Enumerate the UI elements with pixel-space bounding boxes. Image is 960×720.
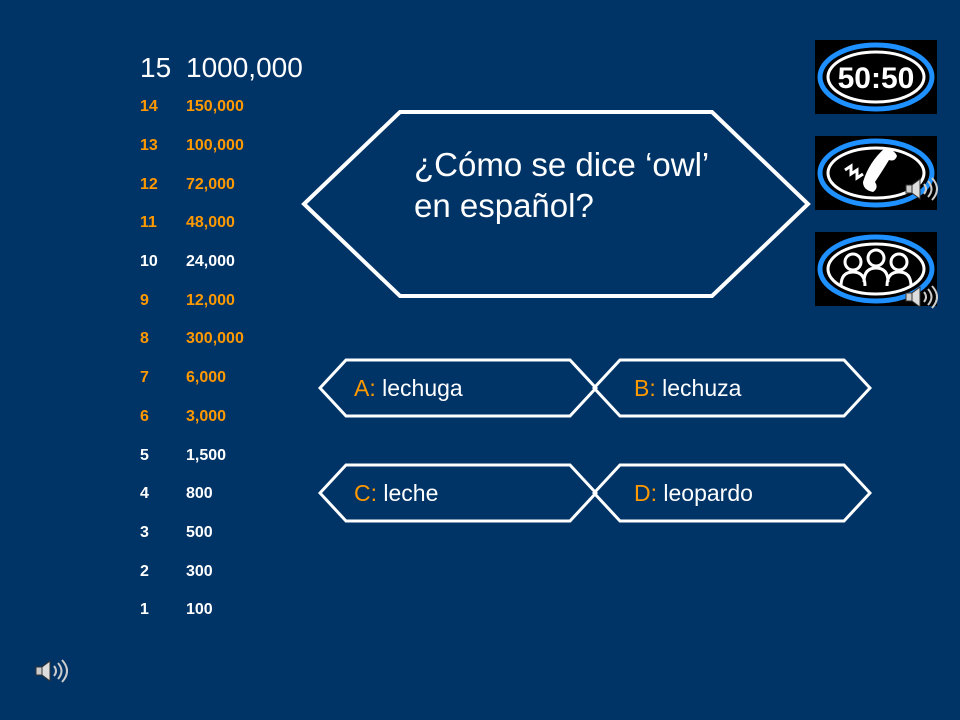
answer-d-letter: D:	[634, 480, 657, 506]
ladder-amount: 300,000	[186, 330, 244, 348]
ladder-amount: 800	[186, 485, 213, 503]
ladder-number: 11	[140, 214, 157, 232]
ladder-amount: 6,000	[186, 369, 227, 387]
ladder-amount: 100,000	[186, 137, 244, 155]
answer-d-button[interactable]: D: leopardo	[592, 463, 872, 523]
answer-c-button[interactable]: C: leche	[318, 463, 598, 523]
speaker-icon	[905, 177, 938, 201]
ladder-row-8: 8 300,000	[140, 320, 340, 359]
question-text: ¿Cómo se dice ‘owl’ en español?	[414, 146, 709, 224]
ladder-row-2: 2 300	[140, 552, 340, 591]
ladder-amount: 300	[186, 562, 213, 580]
ladder-row-6: 6 3,000	[140, 398, 340, 437]
ladder-amount: 150,000	[186, 98, 244, 116]
ladder-number: 13	[140, 137, 158, 155]
answer-d-text: leopardo	[657, 480, 753, 506]
answer-a-label: A: lechuga	[354, 375, 463, 402]
question-hexagon	[301, 110, 811, 298]
answer-a-text: lechuga	[375, 375, 463, 401]
theme-sound-button[interactable]	[34, 658, 68, 689]
ladder-amount: 72,000	[186, 175, 235, 193]
answer-c-label: C: leche	[354, 480, 438, 507]
answer-c-text: leche	[377, 480, 439, 506]
ladder-row-9: 9 12,000	[140, 281, 340, 320]
ladder-row-15: 15 1000,000	[140, 48, 340, 88]
answer-d-label: D: leopardo	[634, 480, 753, 507]
answer-b-label: B: lechuza	[634, 375, 741, 402]
ladder-number: 8	[140, 330, 149, 348]
answer-b-letter: B:	[634, 375, 656, 401]
ladder-row-10: 10 24,000	[140, 243, 340, 282]
ladder-amount: 48,000	[186, 214, 235, 232]
ladder-number: 7	[140, 369, 149, 387]
ladder-number: 15	[140, 52, 172, 83]
answer-a-button[interactable]: A: lechuga	[318, 358, 598, 418]
ladder-number: 6	[140, 407, 149, 425]
ladder-row-3: 3 500	[140, 514, 340, 553]
ladder-amount: 12,000	[186, 291, 235, 309]
ladder-number: 9	[140, 291, 149, 309]
ladder-amount: 24,000	[186, 253, 235, 271]
fifty-fifty-icon: 50:50	[817, 42, 935, 112]
ladder-row-13: 13 100,000	[140, 127, 340, 166]
ladder-number: 2	[140, 562, 149, 580]
ladder-amount: 100	[186, 601, 213, 619]
phone-a-friend-icon	[817, 138, 935, 208]
answer-c-letter: C:	[354, 480, 377, 506]
fifty-fifty-label: 50:50	[838, 62, 915, 95]
answer-b-text: lechuza	[655, 375, 742, 401]
ladder-number: 4	[140, 485, 149, 503]
ladder-row-1: 1 100	[140, 591, 340, 630]
ladder-row-11: 11 48,000	[140, 204, 340, 243]
question-panel: ¿Cómo se dice ‘owl’ en español?	[300, 108, 812, 300]
ladder-number: 14	[140, 98, 158, 116]
ladder-number: 5	[140, 446, 149, 464]
ladder-number: 10	[140, 253, 158, 271]
answer-hexagon	[318, 358, 598, 418]
speaker-icon	[35, 659, 68, 683]
ladder-row-7: 7 6,000	[140, 359, 340, 398]
phone-sound-button[interactable]	[904, 176, 938, 207]
fifty-fifty-lifeline-button[interactable]: 50:50	[815, 40, 937, 114]
answer-hexagon	[592, 463, 872, 523]
ask-the-audience-icon	[817, 234, 935, 304]
answer-a-letter: A:	[354, 375, 376, 401]
ladder-number: 3	[140, 523, 149, 541]
answer-b-button[interactable]: B: lechuza	[592, 358, 872, 418]
ladder-row-14: 14 150,000	[140, 88, 340, 127]
ladder-amount: 500	[186, 523, 213, 541]
ladder-row-12: 12 72,000	[140, 165, 340, 204]
ladder-row-4: 4 800	[140, 475, 340, 514]
ladder-rows: 14 150,000 13 100,000 12 72,000 11 48,000 10 24,0…	[140, 88, 340, 630]
money-ladder: 15 1000,000 14 150,000 13 100,000 12 72,000 11…	[140, 48, 340, 630]
phone-a-friend-lifeline-button[interactable]	[815, 136, 937, 210]
ladder-row-5: 5 1,500	[140, 436, 340, 475]
answer-hexagon	[318, 463, 598, 523]
ladder-amount: 1000,000	[186, 52, 303, 83]
ladder-number: 12	[140, 175, 158, 193]
speaker-icon	[905, 285, 938, 309]
ladder-number: 1	[140, 601, 149, 619]
answer-hexagon	[592, 358, 872, 418]
ladder-amount: 3,000	[186, 407, 227, 425]
ladder-amount: 1,500	[186, 446, 227, 464]
audience-sound-button[interactable]	[904, 284, 938, 315]
